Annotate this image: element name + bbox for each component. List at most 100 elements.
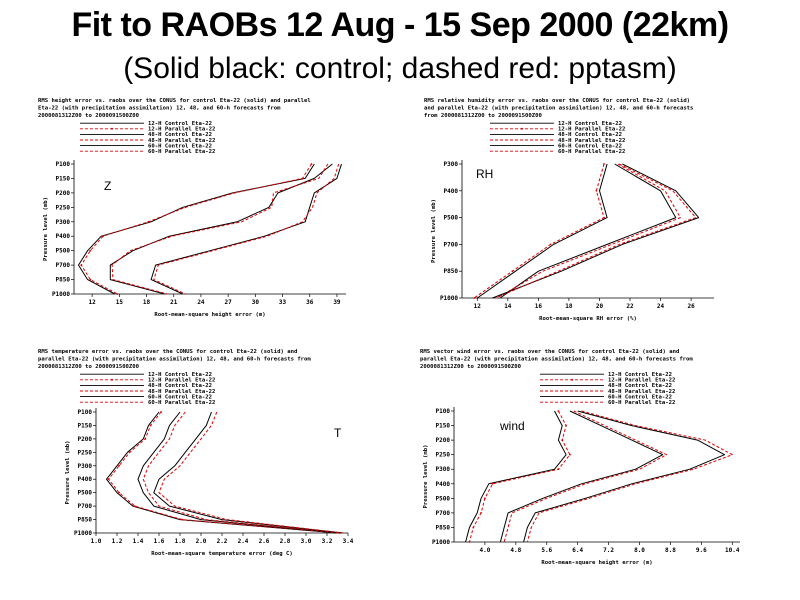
chart-1-x-tick-label: 24 [657,303,665,310]
chart-3-legend-label: 12-H Control Eta-22 [608,372,672,378]
chart-2-series-1-point [118,464,120,467]
chart-2-x-tick-label: 1.2 [112,538,123,545]
chart-3-y-tick-label: P100 [436,408,451,415]
chart-3-y-tick-label: P850 [436,524,451,531]
chart-0-series-4-line [150,163,342,295]
chart-2-y-tick-label: P700 [78,503,93,510]
chart-3-legend-label: 48-H Control Eta-22 [608,383,672,389]
chart-2-y-tick-label: P850 [78,517,93,524]
chart-0-series-1-point [80,264,83,267]
chart-1-series-1-point [549,243,552,246]
chart-2-x-tick-label: 1.4 [133,538,144,545]
wind-chart: RMS vector wind error vs. raobs over the… [420,349,740,566]
chart-0-series-1-point [233,191,236,194]
chart-0-title-line: Eta-22 (with precipitation assimilation)… [38,106,281,112]
chart-2-x-tick-label: 3.4 [343,538,354,545]
chart-1-legend-label: 48-H Control Eta-22 [558,132,622,138]
wind-chart-panel: RMS vector wind error vs. raobs over the… [418,345,800,585]
chart-3-series-3-line [503,410,668,543]
chart-3-legend-label: 12-H Parallel Eta-22 [608,378,675,384]
chart-0-x-tick-label: 33 [279,299,287,306]
chart-0-series-1-point [147,220,150,223]
slide-title: Fit to RAOBs 12 Aug - 15 Sep 2000 (22km) [71,6,729,44]
chart-2-y-tick-label: P200 [78,436,93,443]
chart-2-title-line: RMS temperature error vs. raobs over the… [38,349,297,355]
chart-0-title-line: RMS height error vs. raobs over the CONU… [38,98,311,104]
chart-2-y-axis-label: Pressure level (mb) [65,441,71,505]
chart-2-y-tick-label: P100 [78,409,93,416]
chart-0-x-tick-label: 12 [89,299,97,306]
chart-3-series-1-line [469,410,571,543]
chart-0-legend-label: 12-H Parallel Eta-22 [148,127,215,133]
chart-2-legend-label: 60-H Control Eta-22 [148,394,212,400]
chart-3-series-1-point [565,424,567,427]
chart-0-x-axis-label: Root-mean-square height error (m) [154,312,265,318]
chart-3-series-1-point [561,439,564,442]
chart-2-series-1-point [107,478,110,481]
chart-0-y-tick-label: P850 [56,277,71,284]
chart-0-y-tick-label: P300 [56,219,71,226]
chart-1-x-tick-label: 22 [626,303,634,310]
chart-3-title-line: parallel Eta-22 (with precipitation assi… [420,357,693,363]
chart-2-legend-label: 60-H Parallel Eta-22 [148,400,215,406]
chart-1-legend-label: 12-H Control Eta-22 [558,121,622,127]
chart-0-series-1-point [301,177,304,180]
chart-0-x-tick-label: 21 [170,299,178,306]
chart-2-series-1-line [108,411,340,534]
chart-3-series-0-line [465,410,567,543]
chart-3-legend-label: 48-H Parallel Eta-22 [608,389,675,395]
chart-0-x-tick-label: 27 [225,299,233,306]
chart-3-series-5-line [526,410,733,543]
chart-1-x-axis-label: Root-mean-square RH error (%) [539,316,637,322]
chart-2-x-tick-label: 3.2 [322,538,333,545]
chart-0-x-tick-label: 24 [197,299,205,306]
chart-0-legend-marker [111,127,113,130]
chart-1-title-line: RMS relative humidity error vs. raobs ov… [424,98,690,104]
chart-3-x-tick-label: 8.8 [665,547,676,554]
z-chart-panel: RMS height error vs. raobs over the CONU… [8,94,398,334]
chart-2-series-1-point [149,424,152,427]
chart-2-series-2-line [137,411,338,534]
chart-0-title-line: 2000081312Z00 to 2000091500Z00 [38,113,140,119]
chart-3-legend-label: 60-H Parallel Eta-22 [608,400,675,406]
chart-3-x-tick-label: 5.6 [541,547,552,554]
chart-3-series-2-line [499,410,664,543]
chart-3-series-1-point [557,468,560,471]
chart-3-legend-label: 60-H Control Eta-22 [608,394,672,400]
chart-1-x-tick-label: 12 [474,303,482,310]
chart-3-x-tick-label: 6.4 [572,547,583,554]
chart-2-x-axis-label: Root-mean-square temperature error (deg … [151,551,292,557]
chart-0-y-axis-label: Pressure level (mb) [43,197,49,261]
chart-0-series-1-line [80,163,312,295]
chart-3-title-line: 2000081312Z00 to 2000091500Z00 [420,364,522,370]
chart-1-title-line: and parallel Eta-22 (with precipitation … [424,106,693,112]
chart-2-x-tick-label: 1.6 [154,538,165,545]
chart-1-y-tick-label: P300 [444,161,459,168]
t-chart-panel: RMS temperature error vs. raobs over the… [8,345,398,585]
chart-3-y-tick-label: P700 [436,510,451,517]
chart-0-series-2-line [109,163,333,295]
chart-3-series-1-point [468,541,471,543]
chart-0-y-tick-label: P500 [56,248,71,255]
chart-2-series-1-point [144,437,147,440]
chart-1-x-tick-label: 16 [535,303,543,310]
chart-1-series-3-line [496,163,681,299]
chart-2-y-tick-label: P500 [78,490,93,497]
chart-0-y-tick-label: P100 [56,161,71,168]
chart-0-series-1-point [102,235,104,238]
chart-0-legend-label: 48-H Control Eta-22 [148,132,212,138]
chart-2-x-tick-label: 2.2 [217,538,228,545]
chart-1-y-axis-label: Pressure level (mb) [431,199,437,263]
chart-2-x-tick-label: 2.6 [259,538,270,545]
chart-3-y-tick-label: P250 [436,452,451,459]
chart-2-series-1-point [128,451,131,454]
chart-3-y-axis-label: Pressure level (mb) [423,445,429,509]
chart-0-series-3-line [111,163,329,295]
chart-2-series-4-line [153,411,343,534]
chart-0-x-tick-label: 39 [333,299,341,306]
rh-chart: RMS relative humidity error vs. raobs ov… [424,98,714,322]
chart-3-x-tick-label: 7.2 [603,547,614,554]
chart-0-y-tick-label: P150 [56,175,71,182]
chart-2-series-1-point [133,505,136,508]
chart-3-y-tick-label: P500 [436,495,451,502]
